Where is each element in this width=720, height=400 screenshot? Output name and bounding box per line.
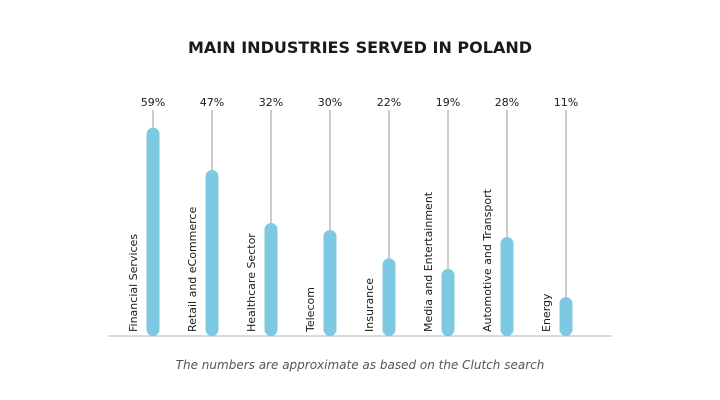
bar — [205, 169, 219, 336]
bar — [382, 258, 396, 336]
bar — [441, 268, 455, 336]
value-label: 30% — [318, 96, 342, 109]
bars-layer: 59% Financial Services 47% Retail and eComm… — [127, 96, 578, 336]
value-label: 11% — [554, 96, 578, 109]
category-label: Energy — [540, 293, 553, 332]
value-label: 59% — [141, 96, 165, 109]
category-label: Telecom — [304, 287, 317, 333]
category-label: Healthcare Sector — [245, 233, 258, 332]
bar — [500, 237, 514, 336]
bar — [323, 230, 337, 336]
value-label: 22% — [377, 96, 401, 109]
value-label: 32% — [259, 96, 283, 109]
category-label: Automotive and Transport — [481, 188, 494, 332]
category-label: Insurance — [363, 278, 376, 332]
bar — [146, 127, 160, 336]
source-note: The numbers are approximate as based on … — [176, 358, 545, 372]
bar — [559, 297, 573, 336]
value-label: 47% — [200, 96, 224, 109]
chart-title: MAIN INDUSTRIES SERVED IN POLAND — [188, 38, 532, 57]
category-label: Retail and eCommerce — [186, 207, 199, 332]
value-label: 19% — [436, 96, 460, 109]
bar — [264, 222, 278, 336]
category-label: Media and Entertainment — [422, 191, 435, 332]
value-label: 28% — [495, 96, 519, 109]
category-label: Financial Services — [127, 234, 140, 332]
